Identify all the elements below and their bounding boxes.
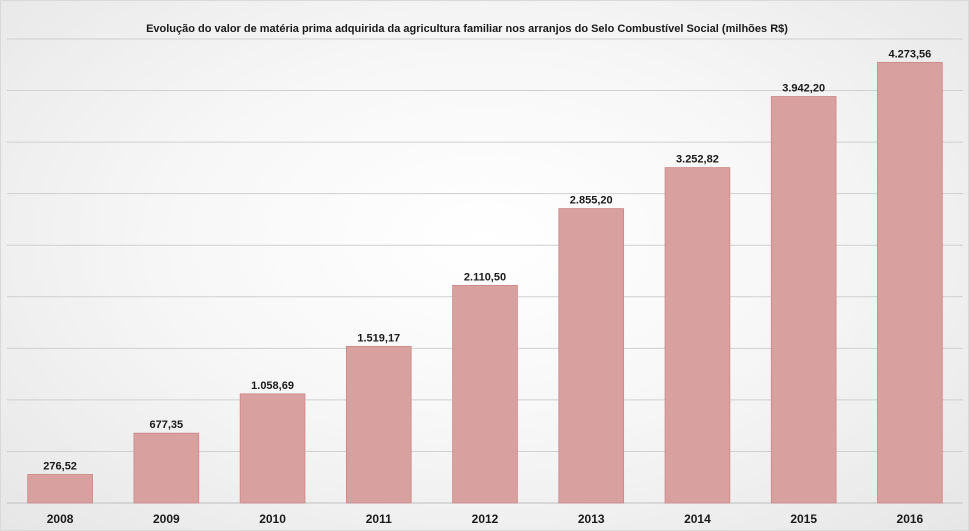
x-tick-2014: 2014 xyxy=(684,512,711,526)
bar-2015 xyxy=(770,96,837,504)
data-label-2013: 2.855,20 xyxy=(570,195,613,207)
data-label-2009: 677,35 xyxy=(150,419,184,431)
bar-2008 xyxy=(27,474,93,504)
bar-2010 xyxy=(239,393,306,504)
x-tick-2011: 2011 xyxy=(366,512,392,526)
bar-2009 xyxy=(133,432,200,504)
x-tick-2016: 2016 xyxy=(897,512,924,526)
x-tick-2009: 2009 xyxy=(153,512,180,526)
chart-title: Evolução do valor de matéria prima adqui… xyxy=(146,23,788,35)
x-tick-2010: 2010 xyxy=(259,512,286,526)
x-tick-2013: 2013 xyxy=(578,512,605,526)
x-axis-tick-labels: 2008 2009 2010 2011 2012 2013 2014 2015 2016 xyxy=(47,512,924,526)
bar-2013 xyxy=(558,208,625,504)
bar-2011 xyxy=(345,345,412,504)
data-label-2010: 1.058,69 xyxy=(251,380,294,392)
data-label-2015: 3.942,20 xyxy=(782,83,825,95)
data-labels: 276,52 677,35 1.058,69 1.519,17 2.110,50 2.85… xyxy=(43,48,931,472)
bar-2014 xyxy=(664,167,731,504)
bars xyxy=(27,61,943,504)
data-label-2016: 4.273,56 xyxy=(888,48,931,60)
bar-2012 xyxy=(452,284,518,504)
data-label-2012: 2.110,50 xyxy=(464,271,506,283)
data-label-2011: 1.519,17 xyxy=(357,332,400,344)
data-label-2014: 3.252,82 xyxy=(676,154,719,166)
x-tick-2012: 2012 xyxy=(472,512,499,526)
x-tick-2015: 2015 xyxy=(790,512,817,526)
bar-2016 xyxy=(877,61,943,504)
x-tick-2008: 2008 xyxy=(47,512,74,526)
data-label-2008: 276,52 xyxy=(43,460,77,472)
